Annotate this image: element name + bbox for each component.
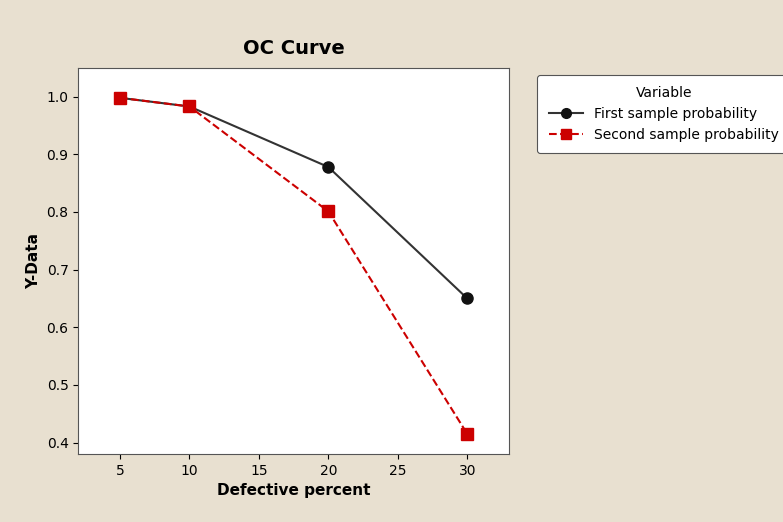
Y-axis label: Y-Data: Y-Data bbox=[26, 233, 41, 289]
Title: OC Curve: OC Curve bbox=[243, 39, 345, 58]
Legend: First sample probability, Second sample probability: First sample probability, Second sample … bbox=[537, 75, 783, 153]
X-axis label: Defective percent: Defective percent bbox=[217, 483, 370, 499]
